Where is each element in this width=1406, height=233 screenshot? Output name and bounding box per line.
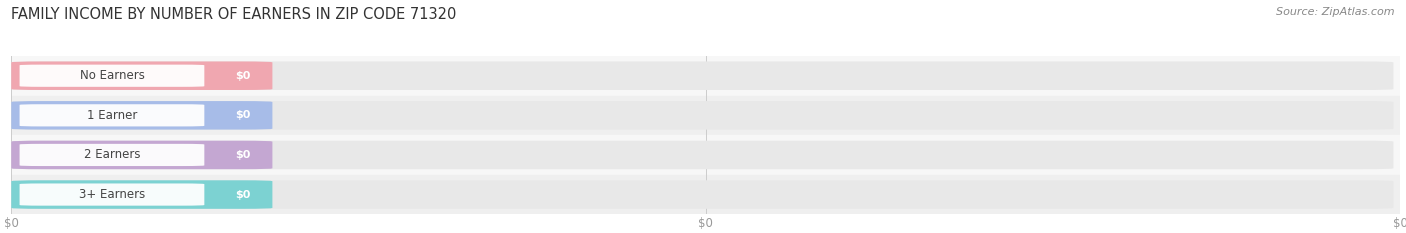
FancyBboxPatch shape xyxy=(20,104,204,127)
FancyBboxPatch shape xyxy=(11,180,273,209)
FancyBboxPatch shape xyxy=(11,62,273,90)
Bar xyxy=(11,56,1400,96)
Text: No Earners: No Earners xyxy=(80,69,145,82)
FancyBboxPatch shape xyxy=(11,101,273,130)
FancyBboxPatch shape xyxy=(11,141,273,169)
FancyBboxPatch shape xyxy=(20,65,204,87)
Text: 1 Earner: 1 Earner xyxy=(87,109,138,122)
FancyBboxPatch shape xyxy=(20,144,204,166)
Bar xyxy=(11,96,1400,135)
FancyBboxPatch shape xyxy=(20,183,204,206)
Text: $0: $0 xyxy=(235,150,250,160)
Text: FAMILY INCOME BY NUMBER OF EARNERS IN ZIP CODE 71320: FAMILY INCOME BY NUMBER OF EARNERS IN ZI… xyxy=(11,7,457,22)
Text: 3+ Earners: 3+ Earners xyxy=(79,188,145,201)
Text: $0: $0 xyxy=(235,110,250,120)
FancyBboxPatch shape xyxy=(11,180,1393,209)
Text: $0: $0 xyxy=(235,71,250,81)
FancyBboxPatch shape xyxy=(11,101,1393,130)
FancyBboxPatch shape xyxy=(11,141,1393,169)
Text: Source: ZipAtlas.com: Source: ZipAtlas.com xyxy=(1277,7,1395,17)
Text: $0: $0 xyxy=(235,190,250,199)
Text: 2 Earners: 2 Earners xyxy=(84,148,141,161)
Bar xyxy=(11,175,1400,214)
Bar xyxy=(11,135,1400,175)
FancyBboxPatch shape xyxy=(11,62,1393,90)
